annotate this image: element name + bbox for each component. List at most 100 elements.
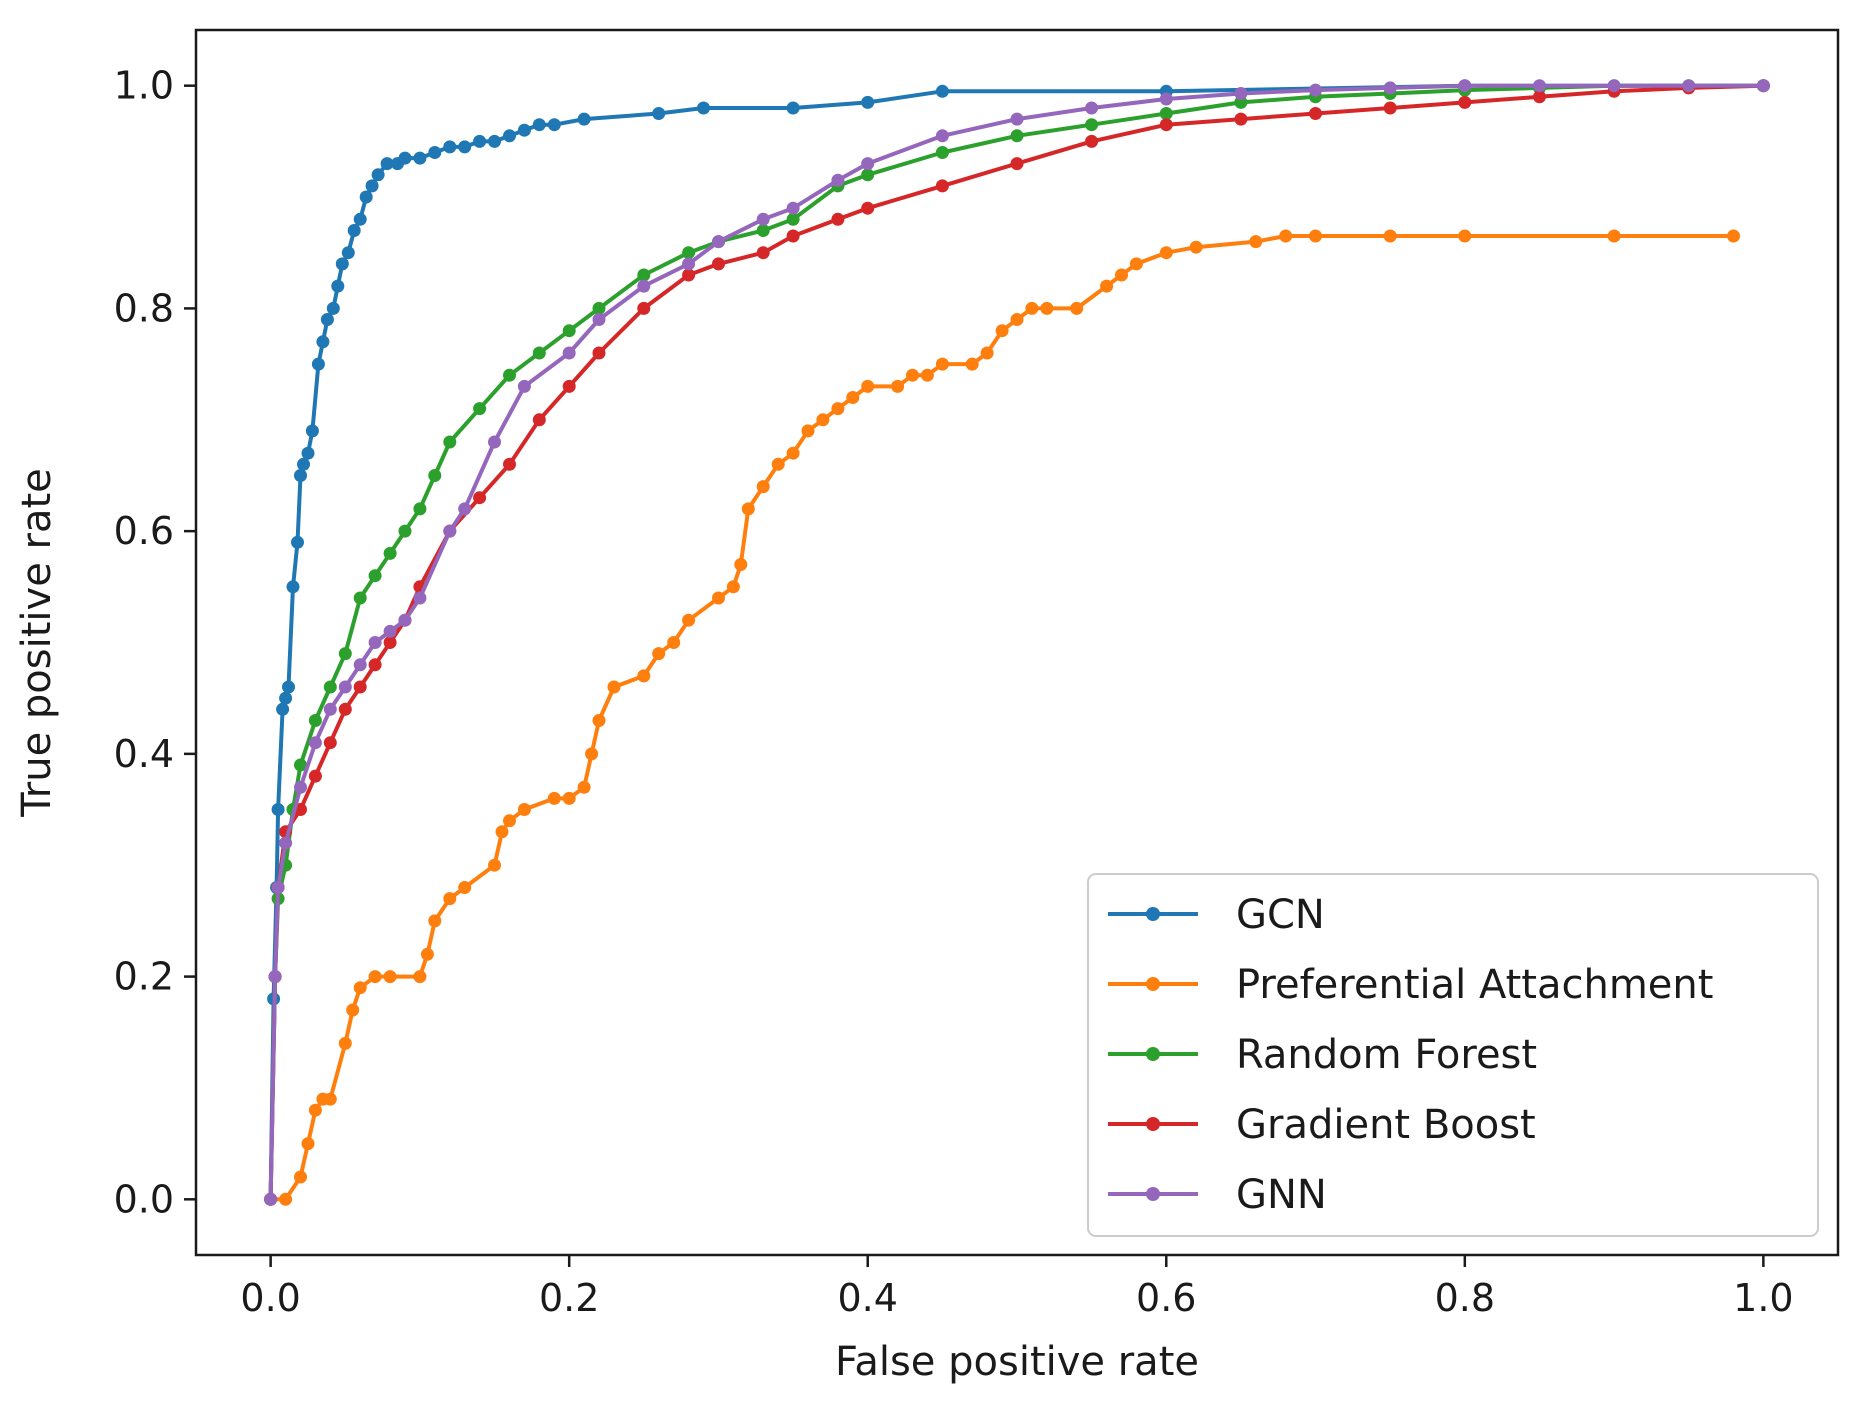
data-point xyxy=(488,858,501,872)
legend-marker xyxy=(1146,1187,1160,1201)
data-point xyxy=(413,970,427,984)
data-point xyxy=(1607,79,1621,93)
data-point xyxy=(637,301,651,315)
legend-label: Gradient Boost xyxy=(1236,1102,1536,1148)
data-point xyxy=(682,613,696,627)
data-point xyxy=(443,435,457,449)
data-point xyxy=(920,368,934,382)
data-point xyxy=(1309,229,1322,243)
ticks-layer: 0.0 0.2 0.4 0.6 0.8 1.0 0.0 0.2 0.4 0.6 0.8 1.0 xyxy=(114,64,1794,1320)
data-point xyxy=(652,107,666,120)
data-point xyxy=(428,146,442,159)
data-point xyxy=(323,702,337,716)
data-point xyxy=(1159,118,1173,132)
data-point xyxy=(637,268,651,282)
data-point xyxy=(286,580,300,594)
data-point xyxy=(786,201,800,215)
data-point xyxy=(443,892,457,906)
data-point xyxy=(1085,134,1099,148)
data-point xyxy=(297,457,310,471)
data-point xyxy=(816,413,830,427)
data-point xyxy=(428,469,442,482)
data-point xyxy=(1010,112,1024,126)
data-point xyxy=(1234,112,1248,126)
series-preferential-attachment xyxy=(264,229,1740,1206)
data-point xyxy=(861,157,875,171)
legend-frame xyxy=(1087,873,1819,1237)
data-point xyxy=(264,1192,278,1206)
data-point xyxy=(335,257,349,271)
data-point xyxy=(338,647,352,661)
data-point xyxy=(547,791,561,805)
data-point xyxy=(562,379,576,393)
data-point xyxy=(428,914,442,928)
data-point xyxy=(935,357,949,371)
legend-label: Random Forest xyxy=(1236,1032,1537,1078)
series-gcn xyxy=(264,79,1770,1206)
data-point xyxy=(353,591,367,605)
data-point xyxy=(458,502,472,516)
data-point xyxy=(562,791,576,805)
data-point xyxy=(383,970,397,984)
data-point xyxy=(1010,157,1024,171)
data-point xyxy=(935,84,949,98)
data-point xyxy=(726,580,740,594)
data-point xyxy=(831,173,845,187)
data-point xyxy=(323,1092,337,1106)
data-point xyxy=(577,780,591,794)
data-point xyxy=(532,413,546,427)
data-point xyxy=(338,702,352,716)
data-point xyxy=(353,680,367,694)
data-point xyxy=(488,435,501,449)
data-point xyxy=(1234,87,1248,100)
legend-label: GCN xyxy=(1236,892,1325,938)
data-point xyxy=(637,669,651,683)
legend-item: Random Forest xyxy=(1108,1032,1537,1078)
legend-marker xyxy=(1146,907,1160,921)
data-point xyxy=(398,524,412,538)
data-point xyxy=(1234,95,1248,109)
data-point xyxy=(279,1192,293,1206)
data-point xyxy=(383,636,397,649)
data-point xyxy=(458,140,472,154)
data-point xyxy=(341,246,355,260)
data-point xyxy=(712,591,725,605)
data-point xyxy=(1458,79,1472,93)
data-point xyxy=(1383,101,1397,115)
data-point xyxy=(420,947,434,961)
data-point xyxy=(786,212,800,226)
x-tick-label: 0.6 xyxy=(1136,1276,1196,1320)
data-point xyxy=(562,324,576,338)
legend-item: GCN xyxy=(1108,892,1325,938)
data-point xyxy=(271,803,285,816)
x-tick-label: 1.0 xyxy=(1733,1276,1793,1320)
data-point xyxy=(965,357,979,371)
data-point xyxy=(517,379,531,393)
data-point xyxy=(1607,229,1621,243)
data-point xyxy=(697,101,710,115)
data-point xyxy=(637,279,651,293)
data-point xyxy=(413,591,427,605)
y-tick-label: 1.0 xyxy=(114,64,174,108)
data-point xyxy=(756,246,770,260)
data-point xyxy=(383,546,397,560)
data-point xyxy=(1189,240,1203,254)
data-point xyxy=(503,457,516,471)
data-point xyxy=(398,613,412,627)
data-point xyxy=(741,502,755,516)
data-point xyxy=(268,970,282,984)
data-point xyxy=(1309,83,1322,97)
data-point xyxy=(906,368,919,382)
data-point xyxy=(1070,301,1084,315)
data-point xyxy=(786,101,800,115)
data-point xyxy=(756,212,770,226)
data-point xyxy=(1279,229,1293,243)
series-gnn xyxy=(264,79,1770,1206)
data-point xyxy=(517,803,531,816)
data-point xyxy=(935,146,949,159)
legend-label: GNN xyxy=(1236,1172,1327,1218)
data-point xyxy=(891,379,905,393)
data-point xyxy=(756,224,770,237)
data-point xyxy=(365,179,379,193)
